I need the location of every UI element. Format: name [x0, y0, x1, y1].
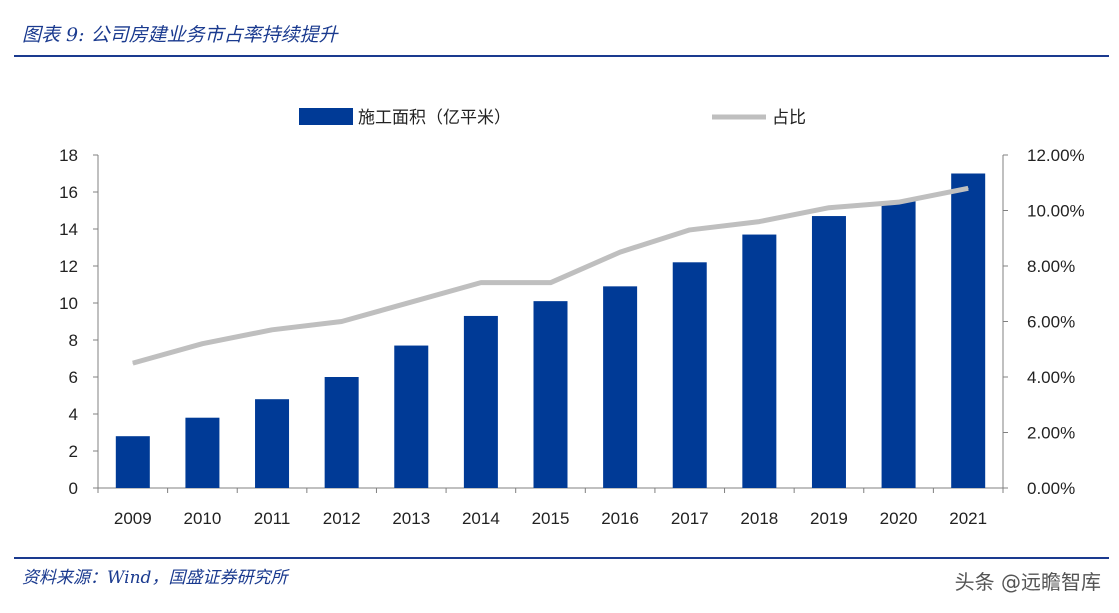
bar-2014: [463, 315, 498, 488]
left-tick-label: 8: [69, 331, 78, 350]
x-tick-label: 2014: [462, 509, 500, 528]
x-tick-label: 2018: [740, 509, 778, 528]
x-tick-label: 2016: [601, 509, 639, 528]
bar-2019: [811, 216, 846, 489]
bar-2021: [951, 173, 986, 488]
share-point-2012: [341, 321, 343, 322]
share-point-2019: [828, 207, 830, 209]
share-point-2011: [271, 329, 273, 331]
left-tick-label: 14: [59, 220, 78, 239]
bar-2009: [115, 436, 150, 488]
share-point-2021: [967, 187, 969, 189]
right-tick-label: 4.00%: [1027, 368, 1075, 387]
share-point-2018: [758, 221, 760, 223]
bar-2013: [394, 345, 429, 488]
bar-2016: [603, 286, 638, 488]
chart-figure-title: 图表 9: 公司房建业务市占率持续提升: [22, 24, 338, 46]
x-tick-label: 2013: [392, 509, 430, 528]
bar-2012: [324, 377, 359, 488]
bar-2010: [185, 417, 220, 488]
right-tick-label: 12.00%: [1027, 146, 1085, 165]
watermark: 头条 @远瞻智库: [954, 570, 1101, 594]
x-tick-label: 2021: [949, 509, 987, 528]
share-point-2020: [898, 201, 900, 203]
left-tick-label: 6: [69, 368, 78, 387]
share-point-2010: [201, 343, 203, 345]
source-note: 资料来源：Wind，国盛证券研究所: [22, 568, 288, 588]
left-tick-label: 16: [59, 183, 78, 202]
share-point-2009: [132, 362, 134, 364]
left-tick-label: 10: [59, 294, 78, 313]
x-tick-label: 2017: [671, 509, 709, 528]
right-tick-label: 6.00%: [1027, 313, 1075, 332]
bar-2015: [533, 301, 568, 488]
x-tick-label: 2010: [184, 509, 222, 528]
x-tick-label: 2012: [323, 509, 361, 528]
bar-2020: [881, 201, 916, 488]
share-point-2013: [410, 301, 412, 303]
bar-2018: [742, 234, 777, 488]
legend-bar-swatch: [299, 108, 353, 125]
bottom-divider: [14, 557, 1109, 559]
x-tick-label: 2019: [810, 509, 848, 528]
left-tick-label: 4: [69, 405, 78, 424]
x-tick-label: 2015: [532, 509, 570, 528]
right-tick-label: 8.00%: [1027, 257, 1075, 276]
left-tick-label: 0: [69, 479, 78, 498]
share-point-2015: [550, 282, 551, 284]
share-point-2016: [619, 251, 621, 253]
right-tick-label: 10.00%: [1027, 202, 1085, 221]
legend-bar-label: 施工面积（亿平米）: [358, 108, 511, 128]
right-tick-label: 0.00%: [1027, 479, 1075, 498]
share-point-2017: [689, 229, 691, 231]
share-point-2014: [480, 282, 482, 284]
bar-2011: [255, 399, 290, 488]
legend-line-label: 占比: [772, 108, 806, 128]
left-tick-label: 18: [59, 146, 78, 165]
x-tick-label: 2009: [114, 509, 152, 528]
right-tick-label: 2.00%: [1027, 424, 1075, 443]
x-tick-label: 2011: [254, 509, 291, 528]
left-tick-label: 12: [59, 257, 78, 276]
left-tick-label: 2: [69, 442, 78, 461]
top-divider: [14, 55, 1109, 57]
bar-2017: [672, 262, 707, 488]
x-tick-label: 2020: [880, 509, 918, 528]
